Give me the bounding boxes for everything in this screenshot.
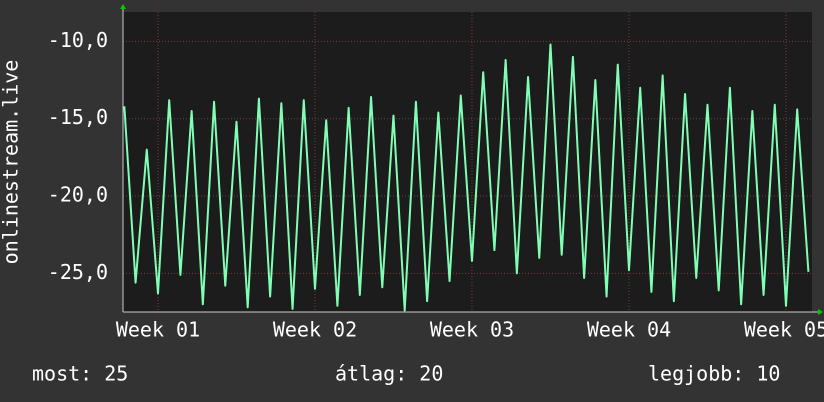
x-tick-label: Week 01 xyxy=(116,318,200,342)
x-tick-label: Week 05 xyxy=(744,318,824,342)
x-tick-label: Week 02 xyxy=(273,318,357,342)
y-axis-label: onlinestream.live xyxy=(0,60,23,265)
y-tick-label: -10,0 xyxy=(48,28,108,52)
x-tick-label: Week 04 xyxy=(587,318,671,342)
stat-max: legjobb: 10 xyxy=(648,362,780,386)
stat-average: átlag: 20 xyxy=(335,362,443,386)
y-tick-label: -15,0 xyxy=(48,105,108,129)
y-tick-label: -20,0 xyxy=(48,183,108,207)
y-tick-label: -25,0 xyxy=(48,260,108,284)
data-line xyxy=(123,43,810,312)
x-tick-label: Week 03 xyxy=(430,318,514,342)
axis-arrow xyxy=(120,4,126,9)
axis-arrow xyxy=(818,309,823,315)
stat-current: most: 25 xyxy=(32,362,128,386)
